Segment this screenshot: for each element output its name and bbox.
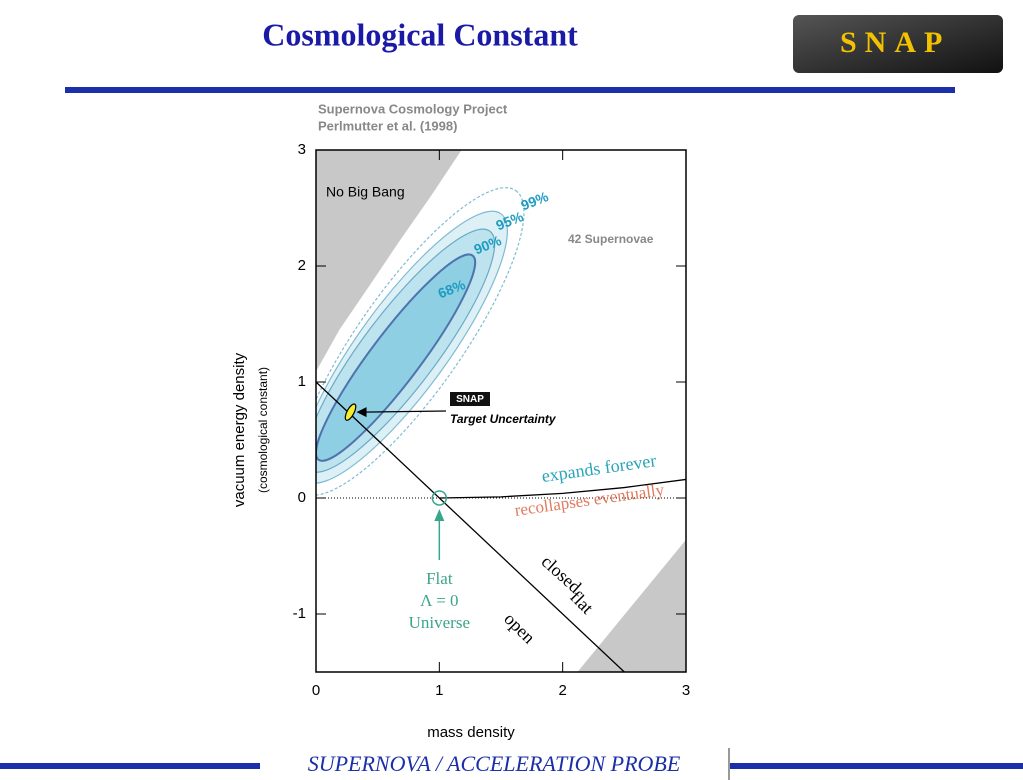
target-ellipse <box>344 403 357 421</box>
x-axis-label: mass density <box>427 724 515 741</box>
arrow-head <box>356 407 367 418</box>
y-tick-label: 1 <box>298 373 306 390</box>
flat-label: Universe <box>409 613 470 632</box>
logo-text: SNAP <box>840 26 950 59</box>
chart-subtitle: Perlmutter et al. (1998) <box>318 118 457 133</box>
y-axis-note: (cosmological constant) <box>256 367 270 493</box>
flat-label: Flat <box>426 569 453 588</box>
flat-label: Λ = 0 <box>420 591 458 610</box>
badge-text: SNAP <box>456 394 484 405</box>
annotation: recollapses eventually <box>513 480 665 520</box>
footer-rule <box>730 763 1023 769</box>
y-tick-label: 2 <box>298 257 306 274</box>
plot-frame <box>315 149 687 673</box>
y-tick-label: 0 <box>298 489 306 506</box>
slide-title: Cosmological Constant <box>262 16 578 52</box>
reference-line <box>439 478 686 499</box>
y-tick-label: 3 <box>298 141 306 158</box>
plot-area <box>316 150 686 672</box>
reference-line <box>316 381 625 672</box>
x-tick-label: 1 <box>435 682 443 699</box>
logo <box>793 15 1003 73</box>
contour-label: 99% <box>519 188 551 214</box>
header-rule <box>65 87 955 93</box>
x-tick-label: 2 <box>558 682 566 699</box>
footer-text: SUPERNOVA / ACCELERATION PROBE <box>308 751 681 776</box>
annotation: 42 Supernovae <box>568 232 654 246</box>
x-tick-label: 3 <box>682 682 690 699</box>
target-text: Target Uncertainty <box>450 412 557 426</box>
annotation: expands forever <box>540 450 657 486</box>
chart-title: Supernova Cosmology Project <box>318 101 508 116</box>
flat-point <box>431 490 448 506</box>
y-axis-label: vacuum energy density <box>231 352 248 507</box>
y-tick-label: -1 <box>293 605 306 622</box>
arrow <box>360 410 447 413</box>
footer-rule <box>0 763 260 769</box>
excluded-region <box>316 150 462 372</box>
badge <box>450 392 490 406</box>
arrow-head <box>434 509 445 521</box>
annotation: open <box>500 609 539 648</box>
excluded-region <box>577 539 686 672</box>
region-label: No Big Bang <box>326 184 405 200</box>
x-tick-label: 0 <box>312 682 320 699</box>
